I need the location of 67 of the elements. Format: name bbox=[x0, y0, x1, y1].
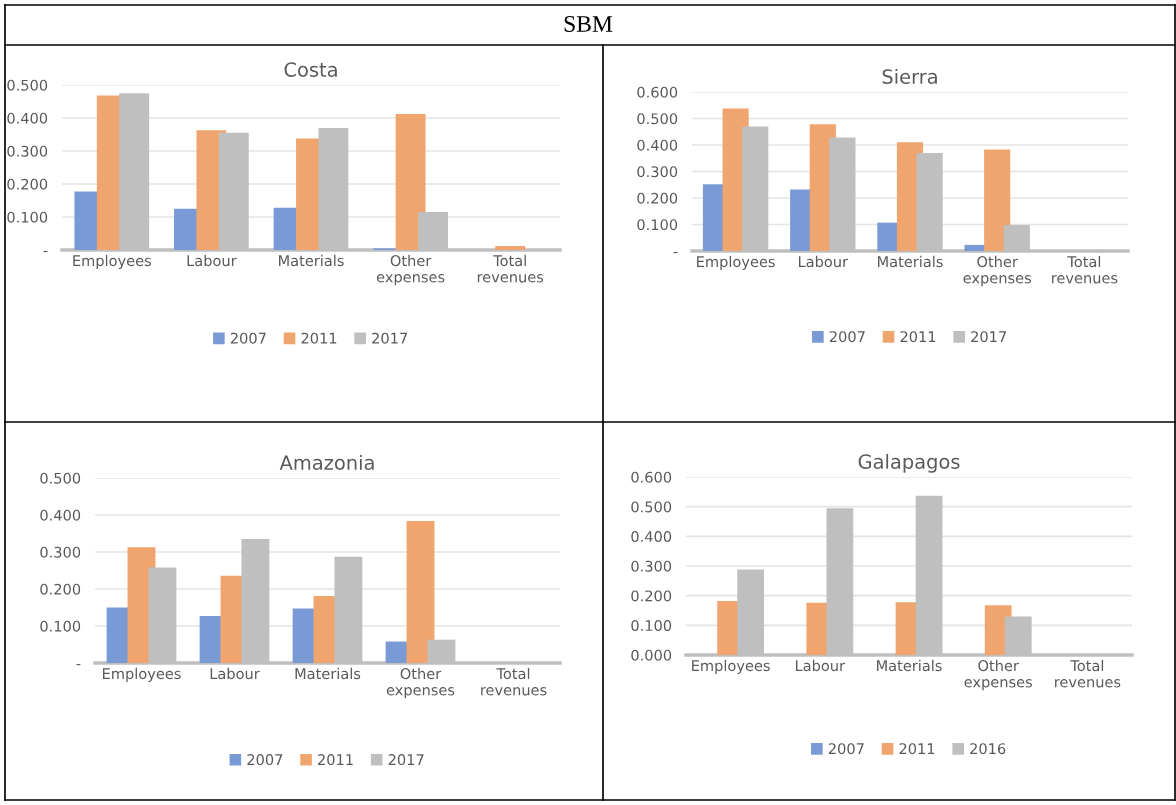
y-tick-label: 0.300 bbox=[637, 166, 678, 178]
y-tick-label: 0.100 bbox=[7, 211, 48, 223]
x-tick-label: Employees bbox=[692, 659, 770, 674]
legend-label: 2017 bbox=[388, 754, 424, 766]
y-tick-label: 0.300 bbox=[631, 560, 672, 572]
x-tick-label: Employees bbox=[103, 667, 181, 682]
chart-title: Galapagos bbox=[858, 453, 960, 473]
y-tick-label: 0.600 bbox=[631, 471, 672, 483]
y-tick-label: 0.000 bbox=[631, 649, 672, 661]
bar bbox=[495, 246, 526, 250]
x-tick-label: Materials bbox=[279, 254, 344, 267]
legend-label: 2011 bbox=[301, 332, 337, 344]
y-tick-label: 0.400 bbox=[40, 509, 81, 521]
y-tick-label: 0.400 bbox=[637, 139, 678, 151]
y-tick-label: 0.600 bbox=[637, 86, 678, 98]
x-tick-label: Employees bbox=[73, 254, 151, 269]
y-tick-label: 0.300 bbox=[40, 546, 81, 558]
chart-title: Amazonia bbox=[279, 454, 374, 470]
legend-label: 2007 bbox=[828, 743, 864, 755]
x-tick-label: Labour bbox=[798, 255, 849, 268]
y-tick-label: 0.200 bbox=[637, 192, 678, 204]
x-tick-label: Materials bbox=[295, 667, 361, 680]
legend-label: 2016 bbox=[970, 743, 1006, 755]
text: SBM bbox=[564, 16, 613, 32]
y-tick-label: - bbox=[673, 251, 678, 254]
y-tick-label: 0.400 bbox=[7, 112, 48, 124]
x-tick-label: Total revenues bbox=[1055, 659, 1121, 688]
chart-title: Costa bbox=[284, 62, 337, 77]
x-tick-label: Total revenues bbox=[477, 254, 544, 283]
x-tick-label: Materials bbox=[878, 255, 943, 268]
x-tick-label: Employees bbox=[697, 255, 775, 270]
y-tick-label: 0.100 bbox=[631, 620, 672, 632]
y-tick-label: 0.300 bbox=[7, 145, 48, 157]
y-tick-label: 0.500 bbox=[631, 501, 672, 513]
legend-label: 2007 bbox=[230, 332, 266, 344]
y-tick-label: 0.100 bbox=[637, 219, 678, 231]
y-tick-label: - bbox=[43, 250, 48, 253]
x-tick-label: Total revenues bbox=[1052, 255, 1118, 284]
x-tick-label: Other expenses bbox=[964, 659, 1032, 691]
chart-title: Sierra bbox=[882, 68, 937, 84]
x-tick-label: Materials bbox=[877, 659, 942, 672]
y-tick-label: 0.200 bbox=[40, 583, 81, 595]
legend-label: 2007 bbox=[247, 754, 283, 766]
bar bbox=[984, 149, 1011, 251]
x-tick-label: Other expenses bbox=[386, 667, 455, 699]
y-tick-label: 0.200 bbox=[7, 178, 48, 190]
legend-label: 2011 bbox=[318, 754, 353, 766]
legend-label: 2011 bbox=[899, 743, 935, 755]
y-tick-label: - bbox=[76, 663, 81, 666]
y-tick-label: 0.100 bbox=[40, 620, 81, 632]
y-tick-label: 0.500 bbox=[7, 79, 48, 91]
x-tick-label: Labour bbox=[210, 667, 260, 680]
y-tick-label: 0.200 bbox=[631, 590, 672, 602]
y-tick-label: 0.500 bbox=[637, 113, 678, 125]
x-tick-label: Labour bbox=[187, 254, 237, 267]
y-tick-label: 0.500 bbox=[40, 472, 81, 484]
bar bbox=[406, 520, 435, 663]
y-tick-label: 0.400 bbox=[631, 531, 672, 543]
legend-label: 2017 bbox=[971, 331, 1006, 343]
x-tick-label: Other expenses bbox=[376, 254, 445, 286]
x-tick-label: Labour bbox=[795, 659, 846, 672]
bar bbox=[395, 114, 426, 250]
legend-label: 2011 bbox=[900, 331, 936, 343]
legend-label: 2007 bbox=[829, 331, 865, 343]
legend-label: 2017 bbox=[372, 332, 407, 344]
x-tick-label: Other expenses bbox=[963, 255, 1031, 287]
x-tick-label: Total revenues bbox=[481, 667, 547, 696]
